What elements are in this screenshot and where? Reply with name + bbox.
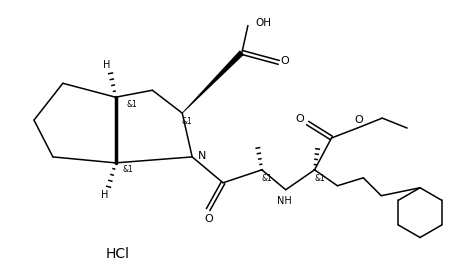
Text: H: H xyxy=(101,190,108,200)
Text: NH: NH xyxy=(277,196,292,206)
Text: H: H xyxy=(103,60,110,70)
Polygon shape xyxy=(182,50,244,113)
Text: O: O xyxy=(354,115,363,125)
Text: O: O xyxy=(205,214,213,224)
Text: OH: OH xyxy=(256,17,272,28)
Text: &1: &1 xyxy=(262,174,272,183)
Text: O: O xyxy=(280,57,289,66)
Text: HCl: HCl xyxy=(106,247,129,261)
Text: &1: &1 xyxy=(122,165,133,174)
Text: &1: &1 xyxy=(182,117,193,125)
Text: O: O xyxy=(295,114,304,124)
Text: N: N xyxy=(198,151,207,161)
Text: &1: &1 xyxy=(126,100,137,109)
Text: &1: &1 xyxy=(314,174,325,183)
